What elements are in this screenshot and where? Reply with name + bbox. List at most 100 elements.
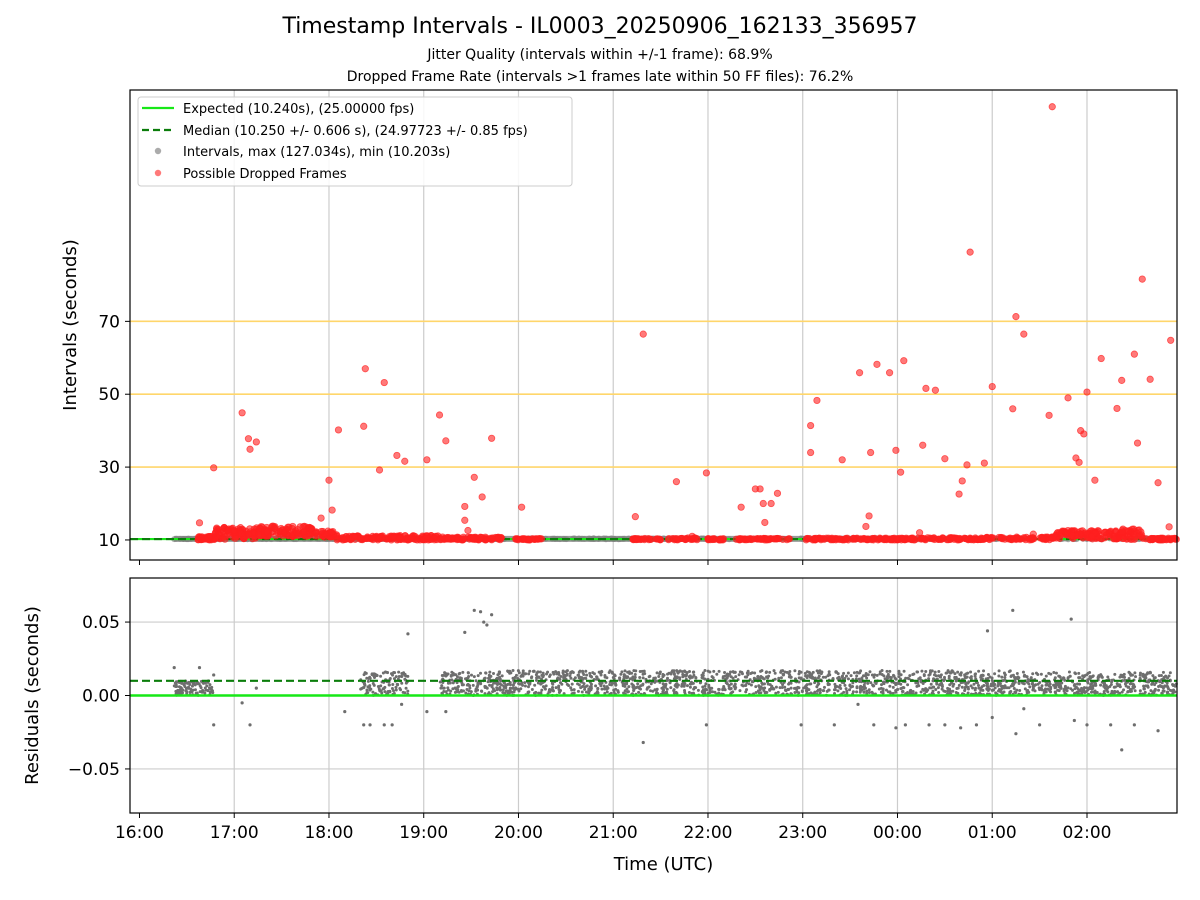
- residual-point: [688, 685, 692, 689]
- residual-point: [1063, 687, 1067, 691]
- dropped-frame-point: [255, 530, 263, 539]
- residual-point: [400, 681, 404, 685]
- dropped-frame-point: [1110, 535, 1118, 543]
- residual-point: [976, 683, 980, 687]
- residual-point: [834, 670, 838, 674]
- dropped-frame-point: [767, 499, 775, 508]
- residual-point: [943, 689, 947, 693]
- residual-point: [741, 684, 745, 688]
- residual-point: [733, 687, 737, 691]
- residual-point: [538, 670, 542, 674]
- residual-point: [1069, 617, 1073, 621]
- dropped-frame-point: [1075, 458, 1083, 466]
- dropped-frame-point: [1012, 313, 1020, 321]
- dropped-frame-point: [1045, 536, 1054, 544]
- residual-point: [879, 690, 883, 694]
- residual-point: [844, 674, 848, 678]
- residual-point: [210, 688, 214, 692]
- residual-point: [440, 691, 444, 695]
- residual-point: [610, 671, 614, 675]
- residual-point: [745, 688, 749, 692]
- residual-point: [824, 675, 828, 679]
- residual-point: [940, 684, 944, 688]
- residual-point: [651, 689, 655, 693]
- chart-subtitle-jitter: Jitter Quality (intervals within +/-1 fr…: [427, 47, 773, 63]
- residual-point: [789, 686, 793, 690]
- dropped-frame-point: [328, 528, 336, 536]
- residual-point: [816, 683, 820, 687]
- residual-point: [370, 672, 374, 676]
- residual-point: [194, 691, 198, 695]
- residual-point: [897, 671, 901, 675]
- residual-point: [833, 691, 837, 695]
- residual-point: [701, 671, 705, 675]
- residual-point: [740, 670, 744, 674]
- x-tick-label: 16:00: [115, 823, 164, 843]
- residual-point: [986, 672, 990, 676]
- residual-point: [958, 673, 962, 677]
- dropped-frame-point: [995, 533, 1003, 542]
- residual-point: [953, 672, 957, 676]
- residual-point: [977, 686, 981, 690]
- residual-point: [867, 690, 871, 694]
- residual-point: [921, 687, 925, 691]
- residual-point: [208, 683, 212, 687]
- residual-point: [633, 673, 637, 677]
- residual-point: [391, 682, 395, 686]
- residual-point: [1077, 671, 1081, 675]
- residual-point: [808, 675, 812, 679]
- residual-point: [425, 710, 429, 714]
- dropped-frame-point: [672, 478, 680, 486]
- dropped-frame-point: [867, 448, 875, 457]
- residual-point: [921, 682, 925, 686]
- residual-point: [1080, 690, 1084, 694]
- residual-point: [866, 681, 870, 685]
- residual-point: [610, 681, 614, 685]
- residual-point: [789, 675, 793, 679]
- residual-point: [1120, 690, 1124, 694]
- residual-point: [1141, 674, 1145, 678]
- residual-point: [600, 681, 604, 685]
- residual-point: [614, 683, 618, 687]
- residual-point: [189, 687, 193, 691]
- residual-point: [762, 688, 766, 692]
- dropped-frame-point: [756, 485, 764, 493]
- residual-point: [1013, 678, 1017, 682]
- residual-point: [1009, 674, 1013, 678]
- dropped-frame-point: [1039, 535, 1047, 543]
- residual-point: [928, 686, 932, 690]
- residual-point: [454, 673, 458, 677]
- residual-point: [190, 690, 194, 694]
- dropped-frame-point: [238, 409, 246, 417]
- residual-point: [1002, 690, 1006, 694]
- residual-point: [872, 675, 876, 679]
- residual-point: [774, 685, 778, 689]
- residual-point: [681, 675, 685, 679]
- residual-point: [833, 682, 837, 686]
- dropped-frame-point: [963, 461, 971, 469]
- residual-point: [469, 690, 473, 694]
- residual-point: [969, 677, 973, 681]
- residual-point: [800, 689, 804, 693]
- residual-point: [521, 674, 525, 678]
- residual-point: [737, 673, 741, 677]
- residual-point: [843, 683, 847, 687]
- dropped-frame-point: [317, 514, 325, 522]
- residual-point: [1073, 691, 1077, 695]
- residual-point: [727, 684, 731, 688]
- dropped-frame-point: [736, 534, 744, 543]
- residual-point: [541, 671, 545, 675]
- residual-point: [474, 689, 478, 693]
- residual-point: [1165, 681, 1169, 685]
- residual-point: [821, 675, 825, 679]
- residual-point: [754, 690, 758, 694]
- residual-point: [1170, 689, 1174, 693]
- dropped-frame-point: [811, 535, 820, 543]
- residual-point: [867, 688, 871, 692]
- residual-point: [1153, 687, 1157, 691]
- residual-point: [1151, 674, 1155, 678]
- residual-point: [694, 686, 698, 690]
- residual-point: [977, 669, 981, 673]
- residual-point: [859, 684, 863, 688]
- dropped-frame-point: [639, 330, 647, 338]
